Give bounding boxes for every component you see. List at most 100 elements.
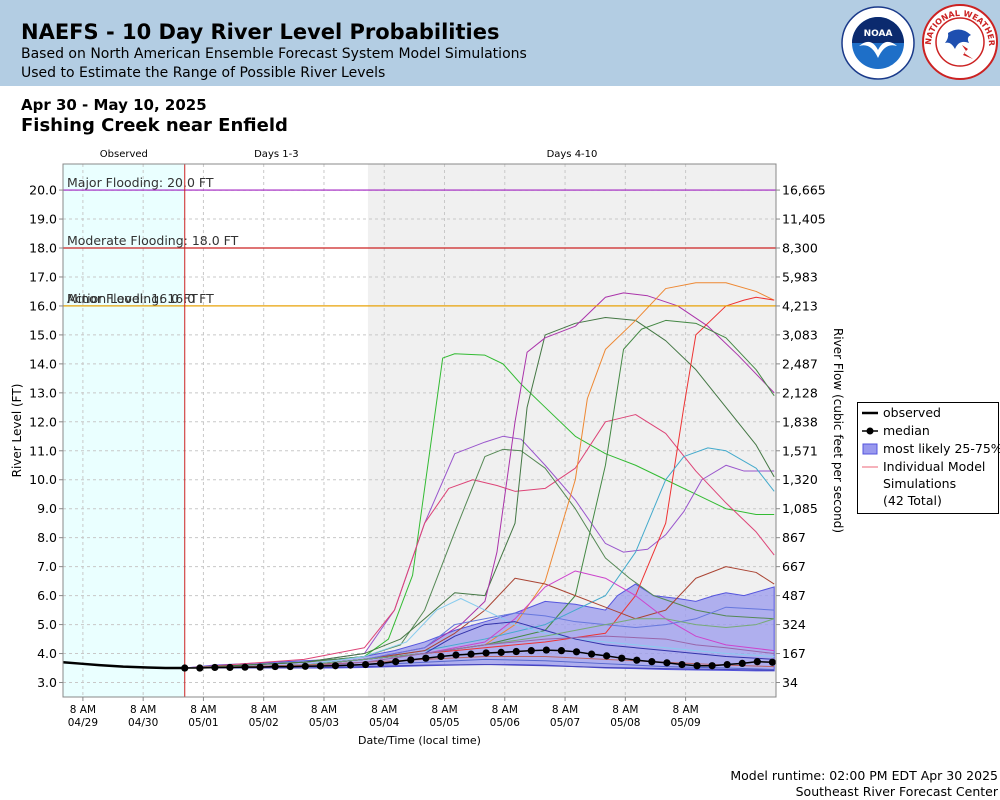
median-point — [316, 662, 324, 670]
median-point — [331, 662, 340, 670]
median-point — [361, 660, 370, 669]
legend-sims-line1: Individual Model — [883, 459, 986, 474]
median-point — [301, 662, 309, 670]
period-label: Days 1-3 — [254, 149, 298, 160]
simulation-line — [184, 606, 775, 669]
x-tick-date: 05/02 — [249, 717, 279, 729]
median-point — [648, 658, 656, 666]
y-tick-label: 13.0 — [29, 385, 57, 400]
median-point — [256, 663, 264, 671]
x-tick-date: 05/08 — [610, 717, 640, 729]
threshold-label: Major Flooding: 20.0 FT — [67, 175, 214, 190]
flow-tick-label: 4,213 — [782, 298, 818, 313]
median-point — [572, 648, 581, 656]
x-tick-date: 05/09 — [670, 717, 700, 729]
y-tick-label: 18.0 — [29, 241, 57, 256]
median-point — [452, 651, 460, 659]
flow-tick-label: 867 — [782, 530, 806, 545]
x-tick-time: 8 AM — [311, 704, 337, 716]
flow-tick-label: 487 — [782, 588, 806, 603]
median-point — [693, 662, 701, 670]
y-tick-label: 6.0 — [37, 588, 57, 603]
x-tick-time: 8 AM — [431, 704, 457, 716]
median-point — [512, 647, 520, 656]
simulation-line — [184, 317, 775, 669]
legend-likely-label: most likely 25-75% — [883, 441, 1000, 456]
simulation-line — [184, 635, 775, 669]
median-point — [603, 652, 611, 660]
flow-tick-label: 2,487 — [782, 356, 818, 371]
flow-tick-label: 5,983 — [782, 269, 818, 284]
page-title: NAEFS - 10 Day River Level Probabilities — [21, 20, 500, 44]
y-tick-label: 11.0 — [29, 443, 57, 458]
period-label: Days 4-10 — [547, 149, 598, 160]
flow-tick-label: 167 — [782, 646, 806, 661]
median-point — [422, 654, 430, 662]
median-point — [618, 654, 626, 662]
median-point — [482, 649, 490, 657]
observed-line — [62, 660, 185, 670]
y-tick-label: 16.0 — [29, 298, 57, 313]
x-tick-date: 05/01 — [188, 717, 218, 729]
noaa-logo: NOAA — [841, 6, 915, 80]
x-tick-date: 05/04 — [369, 717, 400, 729]
forecast-center: Southeast River Forecast Center — [795, 784, 998, 799]
x-tick-date: 05/06 — [490, 717, 521, 729]
median-point — [527, 647, 535, 655]
median-point — [377, 659, 385, 667]
median-point — [768, 658, 776, 666]
svg-text:NOAA: NOAA — [864, 29, 893, 39]
flow-tick-label: 16,665 — [782, 183, 826, 198]
y-tick-label: 17.0 — [29, 269, 57, 284]
median-line — [184, 649, 773, 669]
flow-tick-label: 1,085 — [782, 501, 818, 516]
y-tick-label: 10.0 — [29, 472, 57, 487]
y-tick-label: 12.0 — [29, 414, 57, 429]
x-tick-date: 04/30 — [128, 717, 158, 729]
y-tick-label: 7.0 — [37, 559, 57, 574]
flow-tick-label: 324 — [782, 617, 806, 632]
median-point — [663, 659, 671, 667]
x-tick-time: 8 AM — [612, 704, 638, 716]
flow-tick-label: 11,405 — [782, 212, 826, 227]
page-subtitle-1: Based on North American Ensemble Forecas… — [21, 46, 527, 62]
y-tick-label: 3.0 — [37, 675, 57, 690]
x-tick-time: 8 AM — [492, 704, 518, 716]
x-tick-time: 8 AM — [371, 704, 397, 716]
y-axis-title: River Level (FT) — [10, 384, 24, 478]
simulation-line — [184, 448, 775, 669]
median-point — [633, 656, 641, 664]
median-point — [271, 662, 279, 671]
y-tick-label: 5.0 — [37, 617, 57, 632]
chart-legend: observed median most likely 25-75% Indiv… — [857, 402, 1000, 514]
x-tick-date: 05/07 — [550, 717, 580, 729]
x-tick-date: 05/03 — [309, 717, 339, 729]
y-tick-label: 14.0 — [29, 356, 57, 371]
median-point — [678, 660, 686, 669]
median-point — [196, 664, 204, 672]
flow-tick-label: 1,838 — [782, 414, 818, 429]
median-point — [738, 659, 746, 667]
median-point — [467, 650, 475, 658]
x-axis-title: Date/Time (local time) — [358, 734, 481, 747]
median-point — [587, 650, 596, 658]
median-point — [437, 652, 445, 661]
y-tick-label: 9.0 — [37, 501, 57, 516]
median-point — [542, 646, 550, 654]
legend-sims-line2: Simulations — [883, 476, 957, 491]
simulation-line — [184, 598, 775, 669]
y-tick-label: 20.0 — [29, 183, 57, 198]
station-name: Fishing Creek near Enfield — [21, 115, 288, 136]
flow-tick-label: 34 — [782, 675, 798, 690]
flow-tick-label: 1,320 — [782, 472, 818, 487]
median-point — [346, 661, 355, 669]
river-level-chart: Major Flooding: 20.0 FT Moderate Flooding… — [10, 149, 845, 747]
x-tick-time: 8 AM — [190, 704, 216, 716]
median-point — [407, 656, 415, 664]
threshold-label: Minor Flooding: 16.0 FT — [67, 291, 214, 306]
model-runtime: Model runtime: 02:00 PM EDT Apr 30 2025 — [730, 768, 998, 783]
flow-tick-label: 667 — [782, 559, 806, 574]
nws-logo: NATIONAL WEATHER SERVICE — [921, 3, 998, 80]
flow-tick-label: 1,571 — [782, 443, 818, 458]
x-tick-time: 8 AM — [251, 704, 277, 716]
